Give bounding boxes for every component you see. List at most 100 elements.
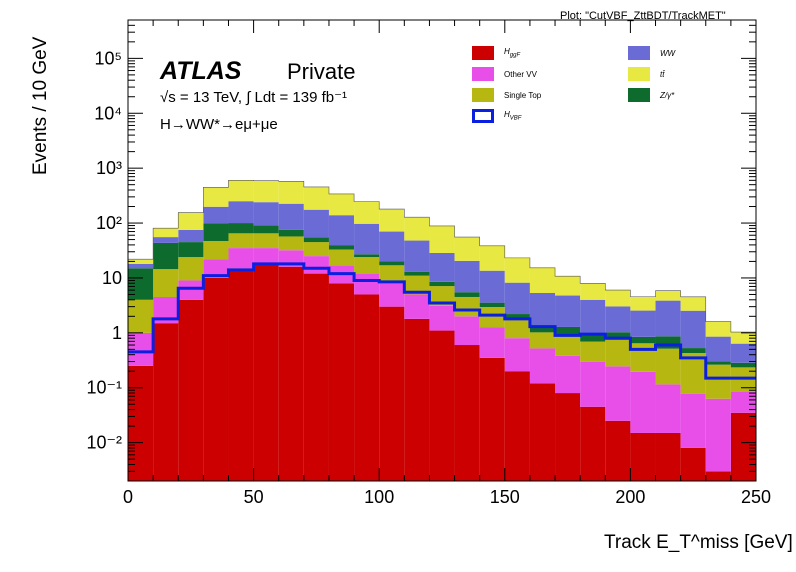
bar-h-ggf <box>555 393 581 481</box>
bar-z- <box>278 229 304 237</box>
bar-ww <box>354 223 380 255</box>
bar-h-ggf <box>228 268 254 481</box>
bar-h-ggf <box>504 371 530 481</box>
lumi-text: √s = 13 TeV, ∫ Ldt = 139 fb⁻¹ <box>160 89 348 106</box>
bar-tt <box>730 332 756 344</box>
bar-other-vv <box>379 283 405 307</box>
bar-other-vv <box>655 384 681 433</box>
bar-h-ggf <box>128 365 154 481</box>
legend-swatch <box>628 67 650 81</box>
bar-ww <box>178 229 204 243</box>
bar-other-vv <box>354 273 380 295</box>
x-tick-label: 100 <box>364 487 394 507</box>
bar-h-ggf <box>429 330 455 481</box>
bar-ww <box>580 299 606 333</box>
bar-ww <box>328 215 355 246</box>
bar-tt <box>705 321 731 337</box>
bar-h-ggf <box>454 345 480 481</box>
legend-label: Single Top <box>504 90 542 100</box>
bar-h-ggf <box>529 383 556 481</box>
bar-single-top <box>555 335 581 356</box>
legend-swatch <box>472 67 494 81</box>
bar-h-ggf <box>303 273 329 481</box>
x-axis-label: Track E_T^miss [GeV] <box>604 532 793 553</box>
bar-z- <box>303 237 329 243</box>
bar-single-top <box>454 296 480 317</box>
legend-label: HggF <box>504 47 521 59</box>
bar-tt <box>203 187 229 207</box>
bar-other-vv <box>228 248 254 269</box>
y-tick-label: 10⁵ <box>95 48 122 68</box>
bar-ww <box>153 237 179 243</box>
bar-other-vv <box>454 316 480 346</box>
x-tick-label: 200 <box>615 487 645 507</box>
bar-tt <box>655 290 681 301</box>
bar-tt <box>328 193 355 216</box>
bar-z- <box>680 348 706 354</box>
bar-ww <box>454 260 480 293</box>
bar-other-vv <box>479 327 505 358</box>
legend-swatch <box>628 88 650 102</box>
bar-ww <box>278 203 304 230</box>
bar-ww <box>655 300 681 337</box>
legend-swatch <box>472 109 494 123</box>
bar-z- <box>555 326 581 336</box>
bar-single-top <box>680 353 706 394</box>
plot-tag: Plot: "CutVBF_ZttBDT/TrackMET" <box>560 10 726 22</box>
bar-h-ggf <box>705 471 731 481</box>
bar-ww <box>203 206 229 224</box>
legend-label-sub: ggF <box>509 52 521 59</box>
bar-z- <box>705 361 731 365</box>
legend-label: Z/γ* <box>660 90 675 100</box>
legend-item: HggF <box>472 46 520 60</box>
status-label: Private <box>287 59 356 84</box>
bar-h-ggf <box>203 277 229 481</box>
bar-ww <box>228 201 254 224</box>
bar-z- <box>630 336 656 344</box>
bar-tt <box>454 237 480 261</box>
bar-tt <box>555 276 581 296</box>
bar-ww <box>555 295 581 327</box>
bar-h-ggf <box>580 406 606 481</box>
bar-tt <box>303 186 329 210</box>
x-tick-label: 50 <box>244 487 264 507</box>
bar-z- <box>253 225 279 234</box>
bar-ww <box>479 270 505 303</box>
bar-tt <box>680 296 706 311</box>
bar-ww <box>253 202 279 226</box>
bar-other-vv <box>555 355 581 394</box>
legend-label-sub: VBF <box>509 115 522 122</box>
bar-z- <box>504 314 530 319</box>
bar-tt <box>278 181 304 204</box>
bar-z- <box>429 281 455 287</box>
bar-z- <box>655 336 681 349</box>
bar-other-vv <box>580 361 606 407</box>
bar-single-top <box>529 332 556 349</box>
bar-tt <box>354 201 380 224</box>
bar-z- <box>454 292 480 297</box>
bar-h-ggf <box>178 299 204 481</box>
legend-swatch <box>472 88 494 102</box>
y-tick-label: 10⁻¹ <box>86 378 122 398</box>
bar-tt <box>479 245 505 271</box>
bar-single-top <box>605 339 631 367</box>
bar-tt <box>504 257 530 283</box>
bar-tt <box>153 228 179 238</box>
y-tick-label: 10 <box>102 268 122 288</box>
bar-single-top <box>153 269 179 297</box>
bar-z- <box>178 242 204 258</box>
legend-item: Single Top <box>472 88 541 102</box>
bar-other-vv <box>730 391 756 413</box>
bar-ww <box>730 343 756 363</box>
legend-swatch <box>628 46 650 60</box>
y-tick-label: 1 <box>112 323 122 343</box>
bar-z- <box>404 271 430 276</box>
bar-z- <box>354 254 380 258</box>
atlas-label: ATLAS <box>160 57 242 85</box>
bar-other-vv <box>605 366 631 421</box>
bar-z- <box>328 245 355 250</box>
bar-single-top <box>404 275 430 295</box>
bar-single-top <box>580 341 606 362</box>
bar-z- <box>153 242 179 270</box>
bar-other-vv <box>680 393 706 448</box>
